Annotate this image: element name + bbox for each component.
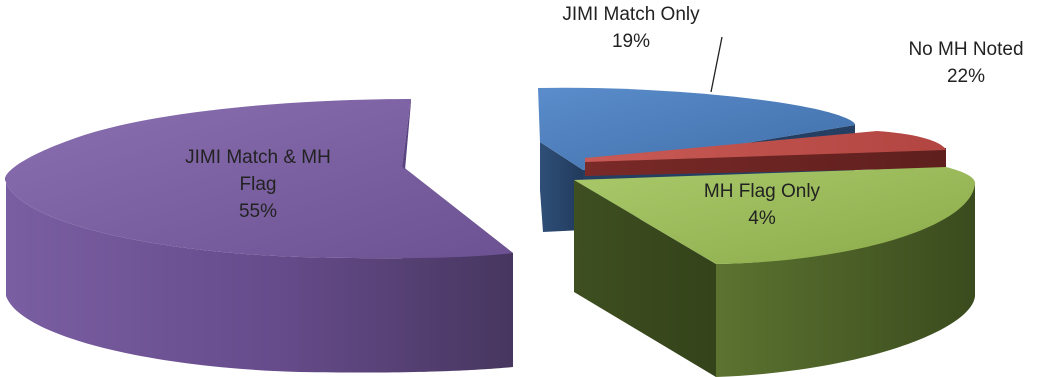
slice-no-mh-noted-top (585, 131, 946, 162)
slice-label-line: 55% (239, 201, 277, 222)
slice-jimi-match-only-side (540, 142, 583, 232)
slice-jimi-match-mh-flag-side (6, 182, 513, 373)
slice-label-line: JIMI Match & MH (185, 147, 331, 168)
slice-jimi-match-only-top (538, 87, 856, 170)
slice-label-line: MH Flag Only (704, 181, 821, 202)
slice-mh-flag-only-top (574, 167, 976, 264)
slice-label-line: 22% (947, 66, 985, 87)
slice-label-no-mh-noted: No MH Noted 22% (908, 39, 1023, 87)
slice-jimi-match-mh-flag (4, 99, 514, 373)
slice-no-mh-noted-side (585, 148, 946, 176)
slice-label-mh-flag-only: MH Flag Only 4% (704, 181, 821, 229)
slice-label-jimi-match-mh-flag: JIMI Match & MH Flag 55% (185, 147, 331, 222)
slice-label-line: 19% (612, 31, 650, 52)
slice-label-line: 4% (748, 208, 776, 229)
slice-no-mh-noted (585, 131, 946, 176)
slice-labels: JIMI Match Only 19% No MH Noted 22% MH Flag … (185, 4, 1023, 229)
slice-label-line: Flag (240, 174, 277, 195)
slice-label-jimi-match-only: JIMI Match Only 19% (562, 4, 700, 52)
slice-label-line: JIMI Match Only (562, 4, 700, 25)
leader-line-jimi-match-only (710, 36, 723, 93)
slice-jimi-match-mh-flag-top (4, 99, 514, 259)
slice-jimi-match-mh-flag-back-edge (402, 99, 411, 170)
slice-label-line: No MH Noted (908, 39, 1023, 60)
slice-mh-flag-only (574, 167, 976, 377)
slice-mh-flag-only-cut-face (574, 180, 716, 377)
